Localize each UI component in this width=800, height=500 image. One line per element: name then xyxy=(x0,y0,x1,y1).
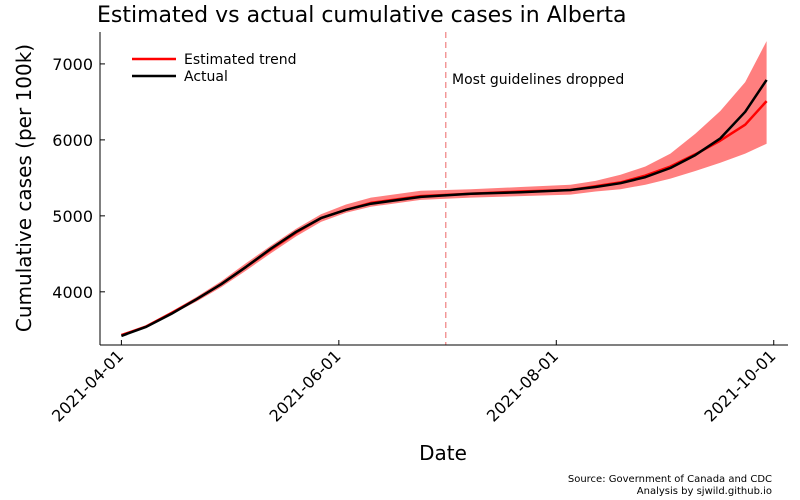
source-line-1: Source: Government of Canada and CDC xyxy=(568,474,772,485)
y-tick-label: 7000 xyxy=(52,55,93,74)
series-line-actual xyxy=(120,79,768,338)
y-tick-label: 5000 xyxy=(52,207,93,226)
estimated-trend-band xyxy=(121,41,767,336)
x-tick-label: 2021-06-01 xyxy=(265,346,344,425)
guideline-annotation: Most guidelines dropped xyxy=(452,72,624,88)
y-axis-label: Cumulative cases (per 100k) xyxy=(12,44,36,332)
y-tick-label: 6000 xyxy=(52,131,93,150)
legend-label-actual: Actual xyxy=(184,69,228,85)
legend-label-estimated-trend: Estimated trend xyxy=(184,52,297,68)
x-tick-label: 2021-10-01 xyxy=(700,346,779,425)
legend: Estimated trend Actual xyxy=(132,52,297,85)
plot-area: 4000 5000 6000 7000 2021-04-01 2021-06-01 2021… xyxy=(48,32,788,426)
x-axis-label: Date xyxy=(419,441,467,465)
y-tick-label: 4000 xyxy=(52,283,93,302)
series-line-estimated-trend xyxy=(120,100,768,337)
source-line-2: Analysis by sjwild.github.io xyxy=(637,486,772,497)
x-tick-label: 2021-04-01 xyxy=(48,346,127,425)
chart-title: Estimated vs actual cumulative cases in … xyxy=(97,3,627,28)
x-tick-label: 2021-08-01 xyxy=(483,346,562,425)
